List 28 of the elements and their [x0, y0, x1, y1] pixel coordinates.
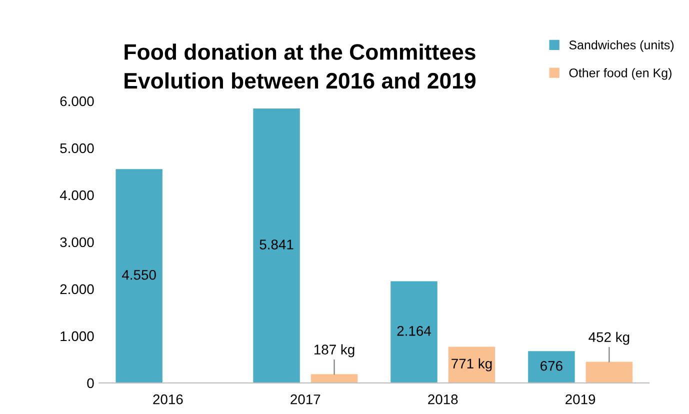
- bar: [528, 351, 575, 383]
- y-tick-label: 1.000: [60, 331, 94, 342]
- data-label: 452 kg: [588, 332, 630, 345]
- data-label: 5.841: [260, 240, 294, 250]
- data-label: 771 kg: [452, 358, 492, 372]
- chart-title: Food donation at the Committees Evolution between 2016 and 2019: [124, 44, 476, 89]
- y-tick-label: 3.000: [60, 237, 94, 248]
- y-tick-label: 6.000: [60, 96, 94, 106]
- y-tick-label: 0: [87, 378, 94, 388]
- x-tick-label: 2016: [153, 394, 183, 404]
- data-label: 4.550: [122, 270, 156, 280]
- x-tick-label: 2017: [290, 394, 320, 404]
- legend-label: Sandwiches (units): [569, 40, 674, 52]
- y-tick-label: 2.000: [60, 284, 94, 294]
- x-tick-label: 2018: [428, 394, 458, 404]
- data-label: 676: [540, 360, 562, 371]
- x-tick-label: 2019: [566, 394, 596, 404]
- bar: [586, 362, 633, 383]
- data-label: 187 kg: [314, 344, 354, 358]
- legend-label: Other food (en Kg): [569, 68, 672, 80]
- bar: [390, 281, 438, 383]
- bar: [116, 169, 162, 383]
- y-tick-label: 5.000: [60, 143, 94, 154]
- bar: [448, 346, 496, 383]
- bar: [253, 108, 300, 383]
- data-label: 2.164: [397, 326, 431, 336]
- bar: [310, 374, 358, 383]
- y-tick-label: 4.000: [60, 190, 94, 200]
